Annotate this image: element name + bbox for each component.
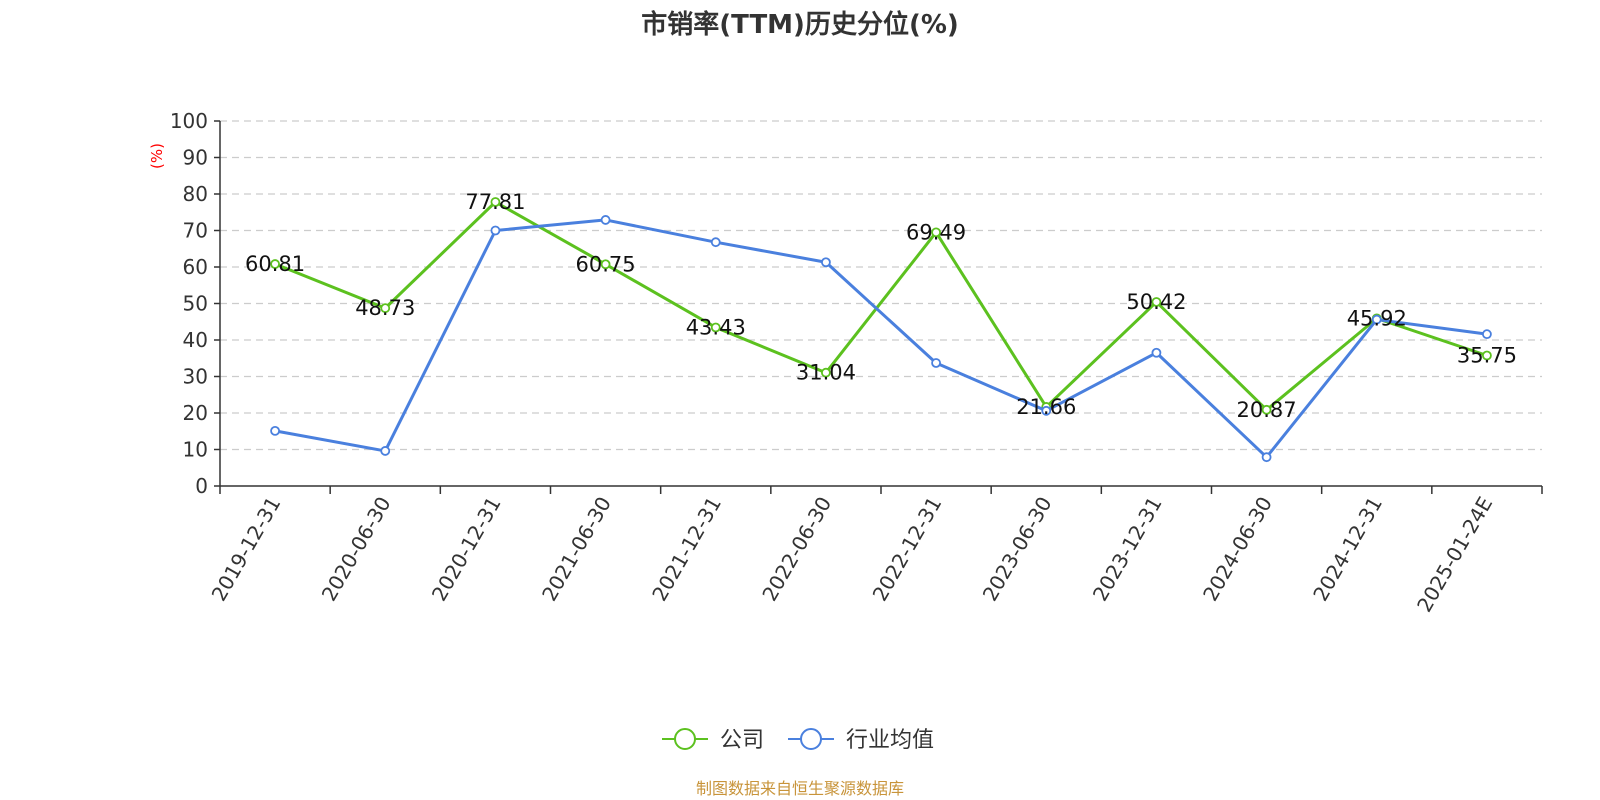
data-label: 60.75 xyxy=(576,252,636,276)
x-tick-label: 2025-01-24E xyxy=(1412,493,1497,617)
data-point xyxy=(1371,314,1382,325)
data-point xyxy=(490,225,501,236)
x-tick-label: 2024-06-30 xyxy=(1198,493,1277,606)
data-point xyxy=(1482,350,1492,361)
data-label: 43.43 xyxy=(686,315,746,339)
data-label: 69.49 xyxy=(906,220,966,244)
chart-title: 市销率(TTM)历史分位(%) xyxy=(641,10,959,40)
x-tick-label: 2023-06-30 xyxy=(978,493,1057,606)
data-point xyxy=(1151,347,1162,358)
data-label: 31.04 xyxy=(796,361,856,385)
source-note: 制图数据来自恒生聚源数据库 xyxy=(695,779,904,798)
data-point xyxy=(380,303,391,314)
data-label: 21.66 xyxy=(1016,395,1076,419)
y-tick-label: 0 xyxy=(195,474,208,498)
y-tick-label: 10 xyxy=(183,438,208,462)
data-point xyxy=(1041,405,1052,416)
data-point xyxy=(490,197,501,207)
legend-marker-industry xyxy=(800,728,822,750)
data-point xyxy=(380,446,391,456)
data-point xyxy=(710,322,721,333)
legend-label: 公司 xyxy=(720,728,764,753)
x-tick-label: 2021-06-30 xyxy=(537,493,616,606)
legend-label: 行业均值 xyxy=(846,728,934,753)
y-tick-label: 100 xyxy=(170,109,208,133)
data-label: 45.92 xyxy=(1347,306,1407,330)
data-point xyxy=(821,367,831,378)
grid-lines xyxy=(220,120,1542,451)
data-point xyxy=(1482,329,1492,340)
data-point xyxy=(821,257,831,268)
data-point xyxy=(1261,452,1272,463)
y-tick-label: 60 xyxy=(183,255,208,279)
data-point xyxy=(600,259,611,270)
data-label: 20.87 xyxy=(1237,398,1297,422)
data-label: 60.81 xyxy=(245,252,305,276)
y-axis-label: (%) xyxy=(148,143,166,169)
data-point xyxy=(270,259,280,269)
legend: 公司 行业均值 xyxy=(662,728,934,753)
y-tick-label: 30 xyxy=(183,365,208,389)
y-tick-label: 90 xyxy=(183,146,208,170)
series-layer xyxy=(270,197,1492,463)
data-point xyxy=(931,358,941,368)
data-point xyxy=(710,237,721,248)
data-label: 35.75 xyxy=(1457,344,1517,368)
data-label: 77.81 xyxy=(465,190,525,214)
data-point xyxy=(1151,297,1162,307)
legend-marker-company xyxy=(674,728,696,750)
y-tick-label: 50 xyxy=(183,292,208,316)
series-line-company xyxy=(274,200,1488,412)
x-tick-label: 2019-12-31 xyxy=(207,493,286,606)
x-tick-label: 2021-12-31 xyxy=(647,493,726,606)
y-tick-label: 80 xyxy=(183,182,208,206)
data-point xyxy=(1261,404,1272,415)
data-label: 50.42 xyxy=(1126,290,1186,314)
y-tick-label: 70 xyxy=(183,219,208,243)
data-label: 48.73 xyxy=(355,296,415,320)
data-point xyxy=(270,425,280,436)
y-tick-label: 40 xyxy=(183,328,208,352)
x-tick-label: 2022-06-30 xyxy=(757,493,836,606)
x-tick-label: 2024-12-31 xyxy=(1308,493,1387,606)
x-tick-label: 2023-12-31 xyxy=(1088,493,1167,606)
x-tick-label: 2020-06-30 xyxy=(317,493,396,606)
data-labels: 60.81 48.73 77.81 60.75 43.43 31.04 69.49 21.66… xyxy=(245,190,1517,422)
data-point xyxy=(931,227,941,238)
x-tick-label: 2022-12-31 xyxy=(868,493,947,606)
x-tick-label: 2020-12-31 xyxy=(427,493,506,606)
series-line-industry xyxy=(274,218,1488,459)
data-point xyxy=(600,215,611,225)
y-tick-label: 20 xyxy=(183,401,208,425)
